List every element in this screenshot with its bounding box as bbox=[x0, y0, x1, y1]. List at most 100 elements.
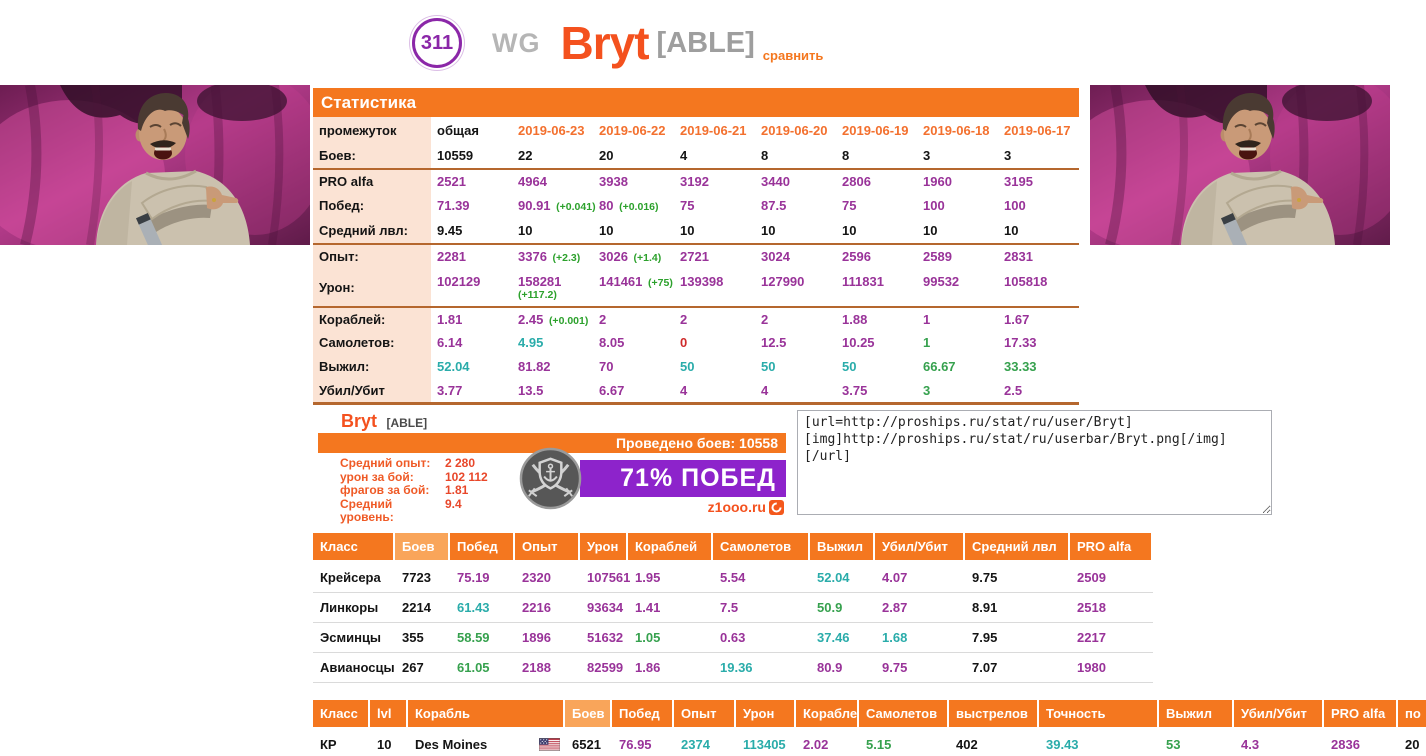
table-column-header[interactable]: Точность bbox=[1039, 700, 1159, 727]
table-column-label[interactable]: lvl bbox=[377, 706, 392, 721]
stat-value: 6.67 bbox=[599, 382, 625, 398]
userbar-stat-line: урон за бой: 102 112 bbox=[340, 470, 488, 485]
stat-value: 2 bbox=[680, 311, 688, 327]
userbar-stat-label: Средний опыт: bbox=[340, 456, 431, 470]
table-column-label[interactable]: Кораблей bbox=[803, 706, 866, 721]
table-column-header[interactable]: PRO alfa bbox=[1070, 533, 1153, 560]
table-column-header[interactable]: Убил/Убит bbox=[1234, 700, 1324, 727]
stat-value-cell: 2.45 (+0.001) bbox=[512, 312, 593, 327]
table-column-label[interactable]: Выжил bbox=[817, 539, 863, 554]
table-column-header[interactable]: Убил/Убит bbox=[875, 533, 965, 560]
stats-column-label[interactable]: 2019-06-23 bbox=[518, 122, 585, 138]
stat-value: 2721 bbox=[680, 249, 709, 264]
table-column-label[interactable]: Класс bbox=[320, 706, 358, 721]
stats-column-header[interactable]: 2019-06-20 bbox=[755, 123, 836, 138]
table-column-label[interactable]: Убил/Убит bbox=[882, 539, 948, 554]
table-column-header[interactable]: Побед bbox=[612, 700, 674, 727]
stat-value: 10 bbox=[680, 223, 695, 238]
table-column-label[interactable]: Корабль bbox=[415, 706, 471, 721]
table-column-header[interactable]: Побед bbox=[450, 533, 515, 560]
table-column-label[interactable]: Кораблей bbox=[635, 539, 698, 554]
table-column-label[interactable]: Боев bbox=[402, 539, 435, 554]
ship-name[interactable]: Des Moines bbox=[415, 737, 488, 752]
table-column-label[interactable]: Побед bbox=[619, 706, 660, 721]
userbar-player-name: Bryt bbox=[341, 411, 378, 431]
stats-column-header[interactable]: 2019-06-21 bbox=[674, 123, 755, 138]
stats-column-label[interactable]: 2019-06-19 bbox=[842, 122, 909, 138]
stat-value-cell: 2281 bbox=[431, 249, 512, 264]
stat-value: 8 bbox=[761, 148, 769, 163]
table-value-cell: 58.59 bbox=[450, 630, 515, 645]
stats-column-header[interactable]: 2019-06-19 bbox=[836, 123, 917, 138]
table-column-label[interactable]: Урон bbox=[743, 706, 775, 721]
table-column-header[interactable]: Средний лвл bbox=[965, 533, 1070, 560]
table-column-label[interactable]: Средний лвл bbox=[972, 539, 1057, 554]
table-column-label[interactable]: Побед bbox=[457, 539, 498, 554]
stats-column-header[interactable]: 2019-06-17 bbox=[998, 123, 1079, 138]
table-column-header[interactable]: Урон bbox=[736, 700, 796, 727]
table-column-header[interactable]: Выжил bbox=[810, 533, 875, 560]
stats-column-label[interactable]: 2019-06-18 bbox=[923, 122, 990, 138]
clan-tag[interactable]: [ABLE] bbox=[656, 26, 755, 59]
table-value: 52.04 bbox=[817, 570, 850, 585]
table-column-header[interactable]: Класс bbox=[313, 533, 395, 560]
stats-column-header[interactable]: 2019-06-18 bbox=[917, 123, 998, 138]
table-column-label[interactable]: Выжил bbox=[1166, 706, 1212, 721]
table-column-header[interactable]: Корабль bbox=[408, 700, 565, 727]
table-column-header[interactable]: выстрелов bbox=[949, 700, 1039, 727]
table-value-cell: 5.15 bbox=[859, 737, 949, 752]
table-column-label[interactable]: PRO alfa bbox=[1077, 539, 1132, 554]
stats-column-label[interactable]: общая bbox=[437, 122, 479, 138]
stats-column-header[interactable]: общая bbox=[431, 123, 512, 138]
stat-value: 3.77 bbox=[437, 382, 463, 398]
table-column-label[interactable]: Урон bbox=[587, 539, 619, 554]
stat-value: 100 bbox=[923, 198, 945, 213]
stats-column-header[interactable]: 2019-06-23 bbox=[512, 123, 593, 138]
table-column-header[interactable]: Урон bbox=[580, 533, 628, 560]
stats-column-label[interactable]: 2019-06-17 bbox=[1004, 122, 1071, 138]
table-value-cell: 50.9 bbox=[810, 600, 875, 615]
table-column-label[interactable]: Самолетов bbox=[866, 706, 938, 721]
table-column-header[interactable]: Самолетов bbox=[713, 533, 810, 560]
site-credit[interactable]: z1ooo.ru bbox=[708, 499, 784, 515]
table-column-header[interactable]: по bbox=[1398, 700, 1426, 727]
stats-column-label[interactable]: 2019-06-21 bbox=[680, 122, 747, 138]
stats-column-label[interactable]: 2019-06-20 bbox=[761, 122, 828, 138]
table-column-label[interactable]: Самолетов bbox=[720, 539, 792, 554]
table-column-header[interactable]: Боев bbox=[395, 533, 450, 560]
table-column-label[interactable]: Точность bbox=[1046, 706, 1106, 721]
table-column-header[interactable]: Кораблей bbox=[628, 533, 713, 560]
table-column-header[interactable]: Опыт bbox=[515, 533, 580, 560]
bbcode-textarea[interactable]: [url=http://proships.ru/stat/ru/user/Bry… bbox=[797, 410, 1272, 515]
stat-row-cells: 1.81 2.45 (+0.001) 2 2 2 1.88 1 1.67 bbox=[431, 312, 1079, 327]
table-column-header[interactable]: Выжил bbox=[1159, 700, 1234, 727]
stats-row: Самолетов: 6.14 4.95 8.05 0 12.5 10.25 1… bbox=[313, 330, 1079, 354]
table-column-header[interactable]: Опыт bbox=[674, 700, 736, 727]
stat-value-cell: 2806 bbox=[836, 174, 917, 189]
compare-link[interactable]: сравнить bbox=[762, 48, 824, 63]
table-column-header[interactable]: Самолетов bbox=[859, 700, 949, 727]
table-column-label[interactable]: Опыт bbox=[681, 706, 717, 721]
table-column-header[interactable]: Боев bbox=[565, 700, 612, 727]
stat-value: 6.14 bbox=[437, 334, 463, 350]
table-column-header[interactable]: Кораблей bbox=[796, 700, 865, 727]
table-column-label[interactable]: Опыт bbox=[522, 539, 558, 554]
stats-column-header[interactable]: 2019-06-22 bbox=[593, 123, 674, 138]
stat-value-cell: 66.67 bbox=[917, 359, 998, 374]
table-column-header[interactable]: PRO alfa bbox=[1324, 700, 1398, 727]
table-column-header[interactable]: lvl bbox=[370, 700, 408, 727]
table-column-label[interactable]: по bbox=[1405, 706, 1421, 721]
table-value-cell: 2836 bbox=[1324, 737, 1398, 752]
table-value-cell: 1.68 bbox=[875, 630, 965, 645]
table-column-label[interactable]: Класс bbox=[320, 539, 358, 554]
stat-row-label: PRO alfa bbox=[313, 170, 431, 193]
stats-column-label[interactable]: 2019-06-22 bbox=[599, 122, 666, 138]
table-column-header[interactable]: Класс bbox=[313, 700, 370, 727]
table-column-label[interactable]: PRO alfa bbox=[1331, 706, 1386, 721]
table-column-label[interactable]: выстрелов bbox=[956, 706, 1028, 721]
stat-diff: (+0.016) bbox=[619, 201, 659, 213]
table-column-label[interactable]: Убил/Убит bbox=[1241, 706, 1307, 721]
table-column-label[interactable]: Боев bbox=[572, 706, 605, 721]
stat-value: 2831 bbox=[1004, 249, 1033, 264]
site-credit-label[interactable]: z1ooo.ru bbox=[707, 499, 766, 515]
